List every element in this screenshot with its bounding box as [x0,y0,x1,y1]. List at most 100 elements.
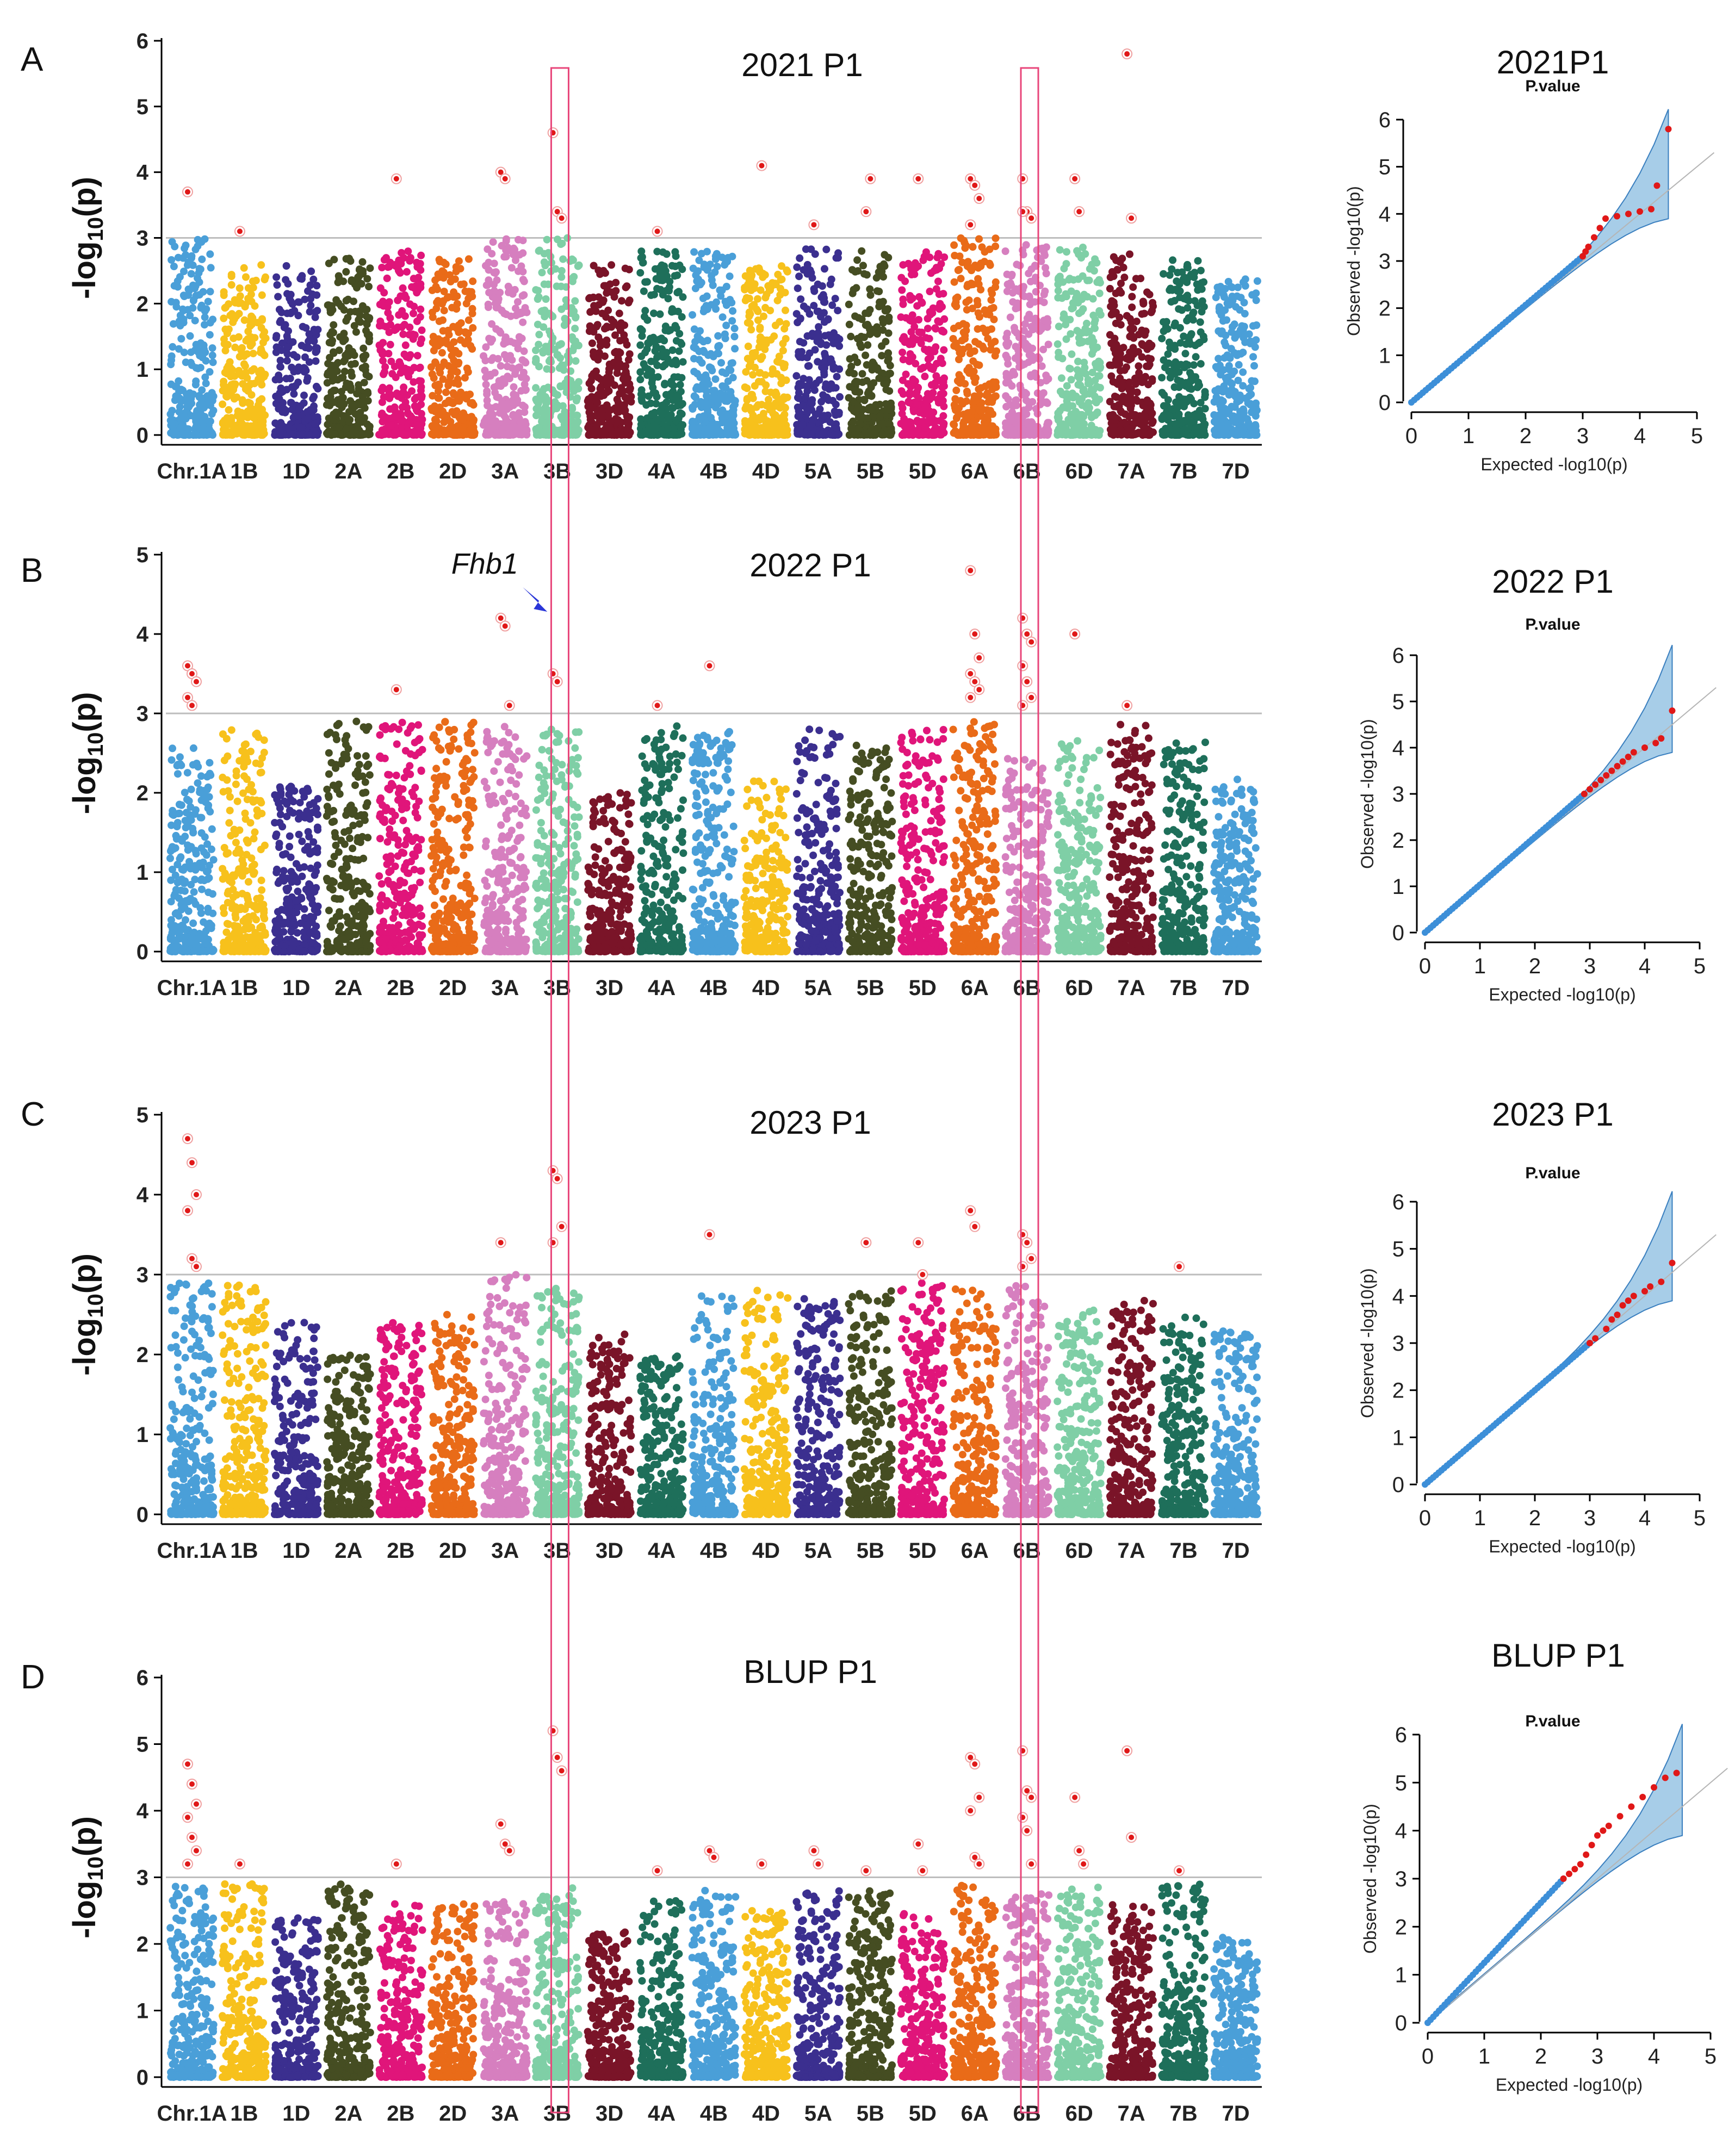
snp-point [572,357,580,365]
snp-point [453,293,461,300]
snp-point [570,387,578,395]
snp-point [287,291,295,299]
snp-point [345,344,353,352]
snp-point [348,276,356,284]
snp-point [465,316,473,324]
snp-point [590,348,597,356]
snp-point [610,318,618,326]
snp-point [313,291,320,299]
snp-point [484,245,491,253]
snp-point [184,306,191,314]
snp-point [482,431,489,439]
snp-point [802,392,809,400]
snp-point [712,431,720,439]
snp-point [546,310,553,318]
snp-point [699,347,707,355]
snp-point [171,243,178,250]
snp-point [711,269,718,276]
snp-point [658,334,665,342]
snp-point [661,361,669,369]
snp-point [677,401,685,409]
snp-point [573,397,580,405]
snp-point [401,321,408,328]
snp-point [795,352,802,359]
snp-point [274,281,281,289]
snp-point [429,287,436,294]
snp-point [827,355,835,363]
snp-point [209,358,217,366]
snp-point [594,356,602,364]
snp-point [466,390,474,398]
snp-point [170,320,177,328]
snp-point [759,353,766,361]
snp-point [412,402,419,410]
snp-point [698,403,705,411]
snp-point [540,409,547,417]
snp-point [202,380,210,387]
snp-point [624,375,631,382]
snp-point [556,427,563,434]
snp-point [396,293,404,300]
snp-point [716,287,724,294]
snp-point [451,347,459,355]
snp-point [569,274,577,282]
snp-point [519,319,526,326]
snp-point [618,431,625,439]
snp-point [274,293,282,301]
snp-point [193,341,200,349]
snp-point [483,390,491,398]
y-tick-label: 0 [137,424,148,448]
snp-point [722,322,730,330]
chromosome-2B-points [375,247,426,439]
snp-point [484,402,491,409]
snp-point [723,283,730,290]
snp-point [201,307,209,315]
snp-point [534,295,542,303]
snp-point [796,338,804,345]
snp-point [812,380,820,387]
snp-point [313,307,321,314]
snp-point [804,362,812,370]
snp-point [330,387,338,394]
snp-point [520,347,528,355]
snp-point [664,415,672,423]
snp-point [191,317,199,325]
snp-point [491,260,498,268]
snp-point [453,305,460,313]
snp-point [770,416,778,424]
snp-point [625,395,633,402]
snp-point [325,414,333,422]
snp-point [262,334,270,342]
snp-point [250,409,257,417]
snp-point [293,353,301,361]
snp-point [444,399,451,406]
snp-point [454,325,461,333]
snp-point [341,368,349,375]
snp-point [304,287,312,295]
snp-point [782,335,790,343]
snp-point [510,383,518,391]
panel-label: A [21,41,44,78]
snp-point [588,339,596,347]
snp-point [246,322,254,330]
snp-point [593,421,601,429]
snp-point [427,363,435,371]
snp-point [535,331,543,338]
snp-point [434,424,442,431]
snp-point [762,388,770,395]
snp-point [194,243,201,250]
snp-point [522,386,530,394]
snp-point [728,253,736,260]
snp-point [743,294,751,302]
snp-point [312,431,319,438]
snp-point [398,307,406,315]
snp-point [272,332,280,340]
snp-point [186,401,194,409]
snp-point [689,403,696,411]
snp-point [284,343,292,351]
snp-point [353,284,361,291]
snp-point [283,375,290,382]
snp-point [460,281,468,288]
snp-point [799,402,807,409]
snp-point [623,341,631,349]
